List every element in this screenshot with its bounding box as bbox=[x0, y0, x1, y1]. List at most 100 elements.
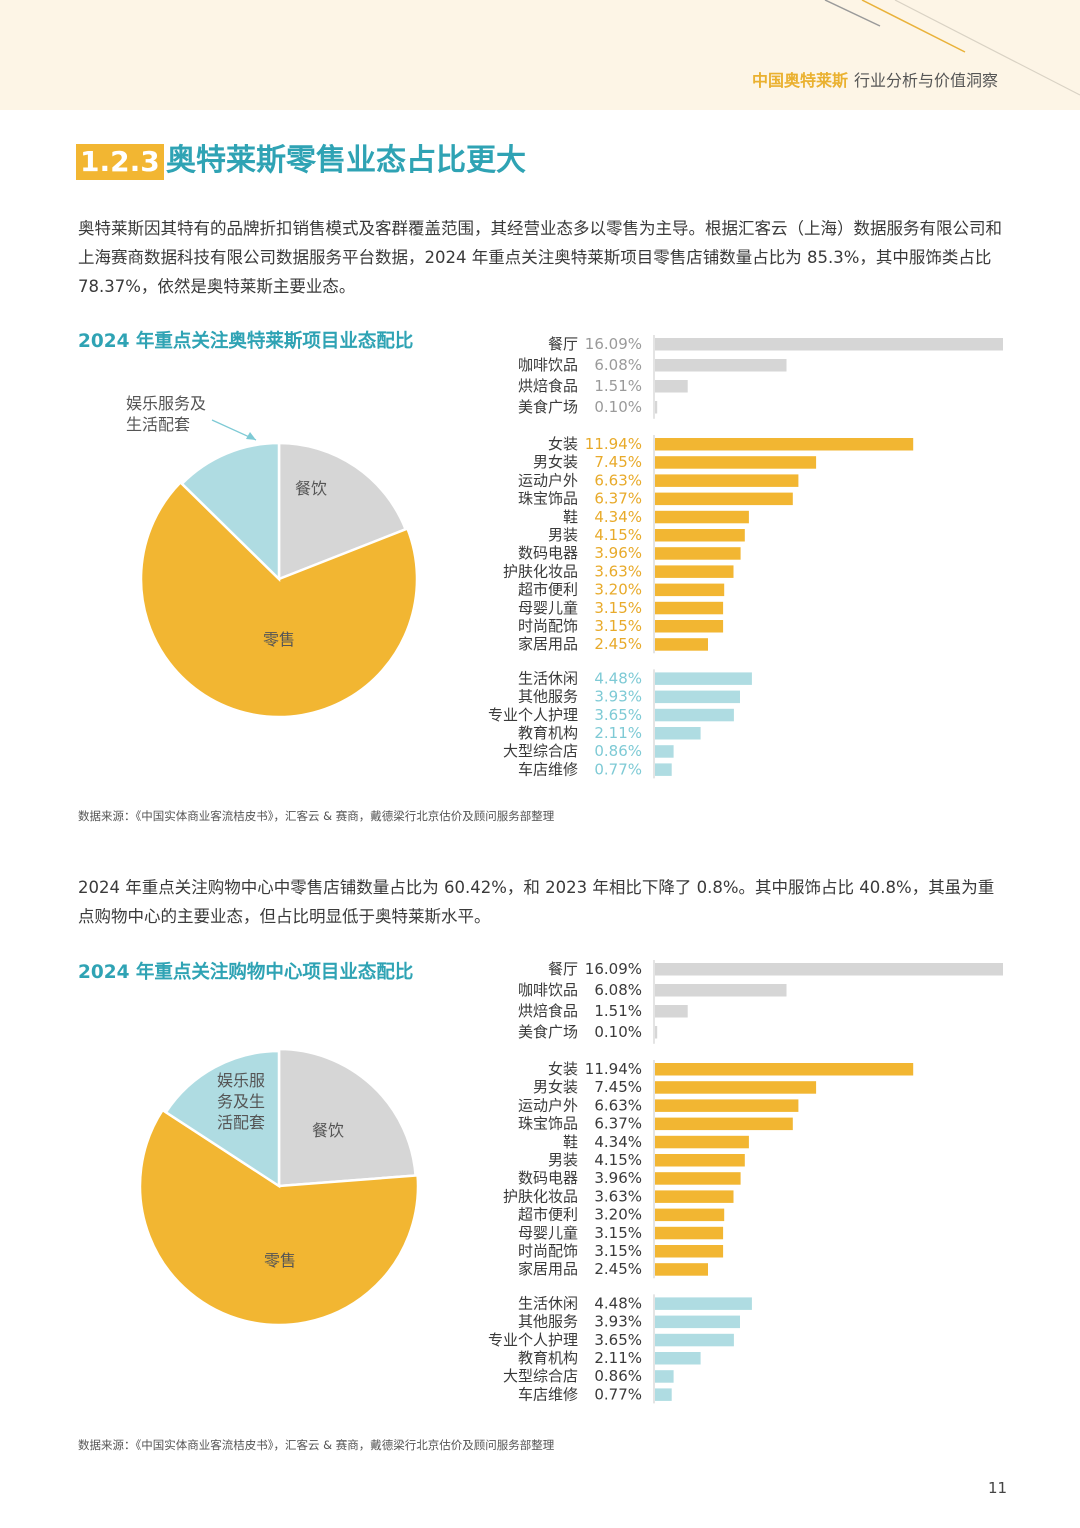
bar-label: 女装 bbox=[548, 435, 578, 453]
bar bbox=[655, 620, 724, 633]
bar bbox=[655, 638, 708, 651]
bar-value-label: 0.86% bbox=[594, 1367, 642, 1385]
bar bbox=[655, 1063, 914, 1076]
bar bbox=[655, 1190, 734, 1203]
bar bbox=[655, 690, 740, 704]
bar-label: 男装 bbox=[548, 1151, 578, 1169]
mall-bar-chart: 餐厅 16.09% 咖啡饮品 6.08% 烘焙食品 1.51% 美食广场 0.10% 女装 11.… bbox=[488, 960, 1003, 1403]
bar-value-label: 3.15% bbox=[594, 1224, 642, 1242]
bar-value-label: 0.77% bbox=[594, 1385, 642, 1403]
source-note-2: 数据来源：《中国实体商业客流桔皮书》，汇客云 & 赛商，戴德梁行北京估价及顾问服… bbox=[78, 1438, 555, 1452]
bar bbox=[655, 601, 724, 615]
bar-label: 数码电器 bbox=[518, 1169, 578, 1187]
bar bbox=[655, 1315, 740, 1329]
page-number: 11 bbox=[988, 1479, 1008, 1497]
bar-label: 男女装 bbox=[533, 1078, 578, 1096]
bar-value-label: 0.86% bbox=[594, 742, 642, 760]
bar bbox=[655, 529, 745, 542]
pie-slice-food bbox=[277, 1047, 417, 1188]
bar-label: 教育机构 bbox=[518, 1349, 578, 1367]
bar bbox=[655, 1026, 658, 1039]
bar bbox=[655, 401, 658, 414]
pie-callout-label: 娱乐服务及 bbox=[126, 394, 206, 413]
bar-label: 鞋 bbox=[563, 1133, 578, 1151]
bar-label: 烘焙食品 bbox=[518, 377, 578, 395]
bar-label: 其他服务 bbox=[518, 1313, 578, 1331]
bar-value-label: 11.94% bbox=[585, 435, 642, 453]
bar-value-label: 6.08% bbox=[594, 356, 642, 374]
bar bbox=[655, 547, 741, 560]
bar bbox=[655, 338, 1003, 351]
pie-label-retail: 零售 bbox=[264, 1251, 296, 1270]
bar-value-label: 4.48% bbox=[594, 1294, 642, 1312]
mall-chart-title: 2024 年重点关注购物中心项目业态配比 bbox=[78, 962, 414, 983]
bar-label: 餐厅 bbox=[548, 335, 578, 353]
bar bbox=[655, 359, 787, 372]
bar-value-label: 4.15% bbox=[594, 526, 642, 544]
pie-label-services: 娱乐服 bbox=[217, 1071, 265, 1090]
bar bbox=[655, 1154, 745, 1167]
header-title: 中国奥特莱斯 行业分析与价值洞察 bbox=[752, 67, 998, 91]
bar-label: 女装 bbox=[548, 1060, 578, 1078]
source-note-1: 数据来源：《中国实体商业客流桔皮书》，汇客云 & 赛商，戴德梁行北京估价及顾问服… bbox=[78, 809, 555, 823]
bar bbox=[655, 1099, 799, 1112]
bar-value-label: 7.45% bbox=[594, 453, 642, 471]
pie-slice-services bbox=[164, 1049, 281, 1189]
bar-label: 生活休闲 bbox=[518, 669, 578, 687]
bar-label: 护肤化妆品 bbox=[503, 562, 578, 580]
bar bbox=[655, 1226, 724, 1240]
pie-label-services: 活配套 bbox=[217, 1113, 265, 1132]
bar bbox=[655, 1081, 817, 1094]
bar-value-label: 3.63% bbox=[594, 1187, 642, 1205]
bar-label: 生活休闲 bbox=[518, 1294, 578, 1312]
bar bbox=[655, 984, 787, 997]
bar bbox=[655, 438, 914, 451]
bar-value-label: 2.11% bbox=[594, 1349, 642, 1367]
bar-value-label: 11.94% bbox=[585, 1060, 642, 1078]
bar-label: 数码电器 bbox=[518, 544, 578, 562]
bar bbox=[655, 1208, 725, 1222]
bar-value-label: 3.93% bbox=[594, 688, 642, 706]
bar-value-label: 2.45% bbox=[594, 1260, 642, 1278]
bar bbox=[655, 474, 799, 487]
bar bbox=[655, 745, 674, 758]
pie-label-retail: 零售 bbox=[263, 630, 295, 649]
bar-label: 时尚配饰 bbox=[518, 1242, 578, 1260]
bar-label: 运动户外 bbox=[518, 1096, 578, 1114]
bar-value-label: 3.15% bbox=[594, 617, 642, 635]
header-subtitle: 行业分析与价值洞察 bbox=[853, 71, 998, 90]
page-header: 中国奥特莱斯 行业分析与价值洞察 bbox=[0, 0, 1080, 110]
bar-value-label: 1.51% bbox=[594, 377, 642, 395]
callout-arrow-head bbox=[246, 432, 256, 440]
bar-label: 大型综合店 bbox=[503, 1367, 578, 1385]
bar-label: 超市便利 bbox=[518, 581, 578, 599]
bar-value-label: 0.77% bbox=[594, 760, 642, 778]
bar bbox=[655, 492, 793, 506]
bar-label: 家居用品 bbox=[518, 635, 578, 653]
bar-label: 运动户外 bbox=[518, 471, 578, 489]
bar-value-label: 6.63% bbox=[594, 471, 642, 489]
pie-label-services: 务及生 bbox=[217, 1092, 265, 1111]
bar-value-label: 3.20% bbox=[594, 581, 642, 599]
bar bbox=[655, 727, 701, 740]
bar-value-label: 3.20% bbox=[594, 1206, 642, 1224]
bar-value-label: 0.10% bbox=[594, 398, 642, 416]
header-decoration bbox=[824, 0, 1080, 96]
bar-label: 餐厅 bbox=[548, 960, 578, 978]
bar-label: 超市便利 bbox=[518, 1206, 578, 1224]
bar-label: 家居用品 bbox=[518, 1260, 578, 1278]
pie-slice-services bbox=[180, 441, 281, 582]
bar-label: 鞋 bbox=[563, 508, 578, 526]
bar-label: 咖啡饮品 bbox=[518, 981, 578, 999]
bar-value-label: 6.37% bbox=[594, 1115, 642, 1133]
bar-value-label: 16.09% bbox=[585, 335, 642, 353]
bar bbox=[655, 672, 752, 685]
bar bbox=[655, 583, 725, 597]
bar-label: 咖啡饮品 bbox=[518, 356, 578, 374]
bar-value-label: 4.34% bbox=[594, 508, 642, 526]
pie-slice-retail bbox=[139, 480, 419, 719]
bar-value-label: 0.10% bbox=[594, 1023, 642, 1041]
bar-value-label: 4.15% bbox=[594, 1151, 642, 1169]
bar-value-label: 6.37% bbox=[594, 490, 642, 508]
